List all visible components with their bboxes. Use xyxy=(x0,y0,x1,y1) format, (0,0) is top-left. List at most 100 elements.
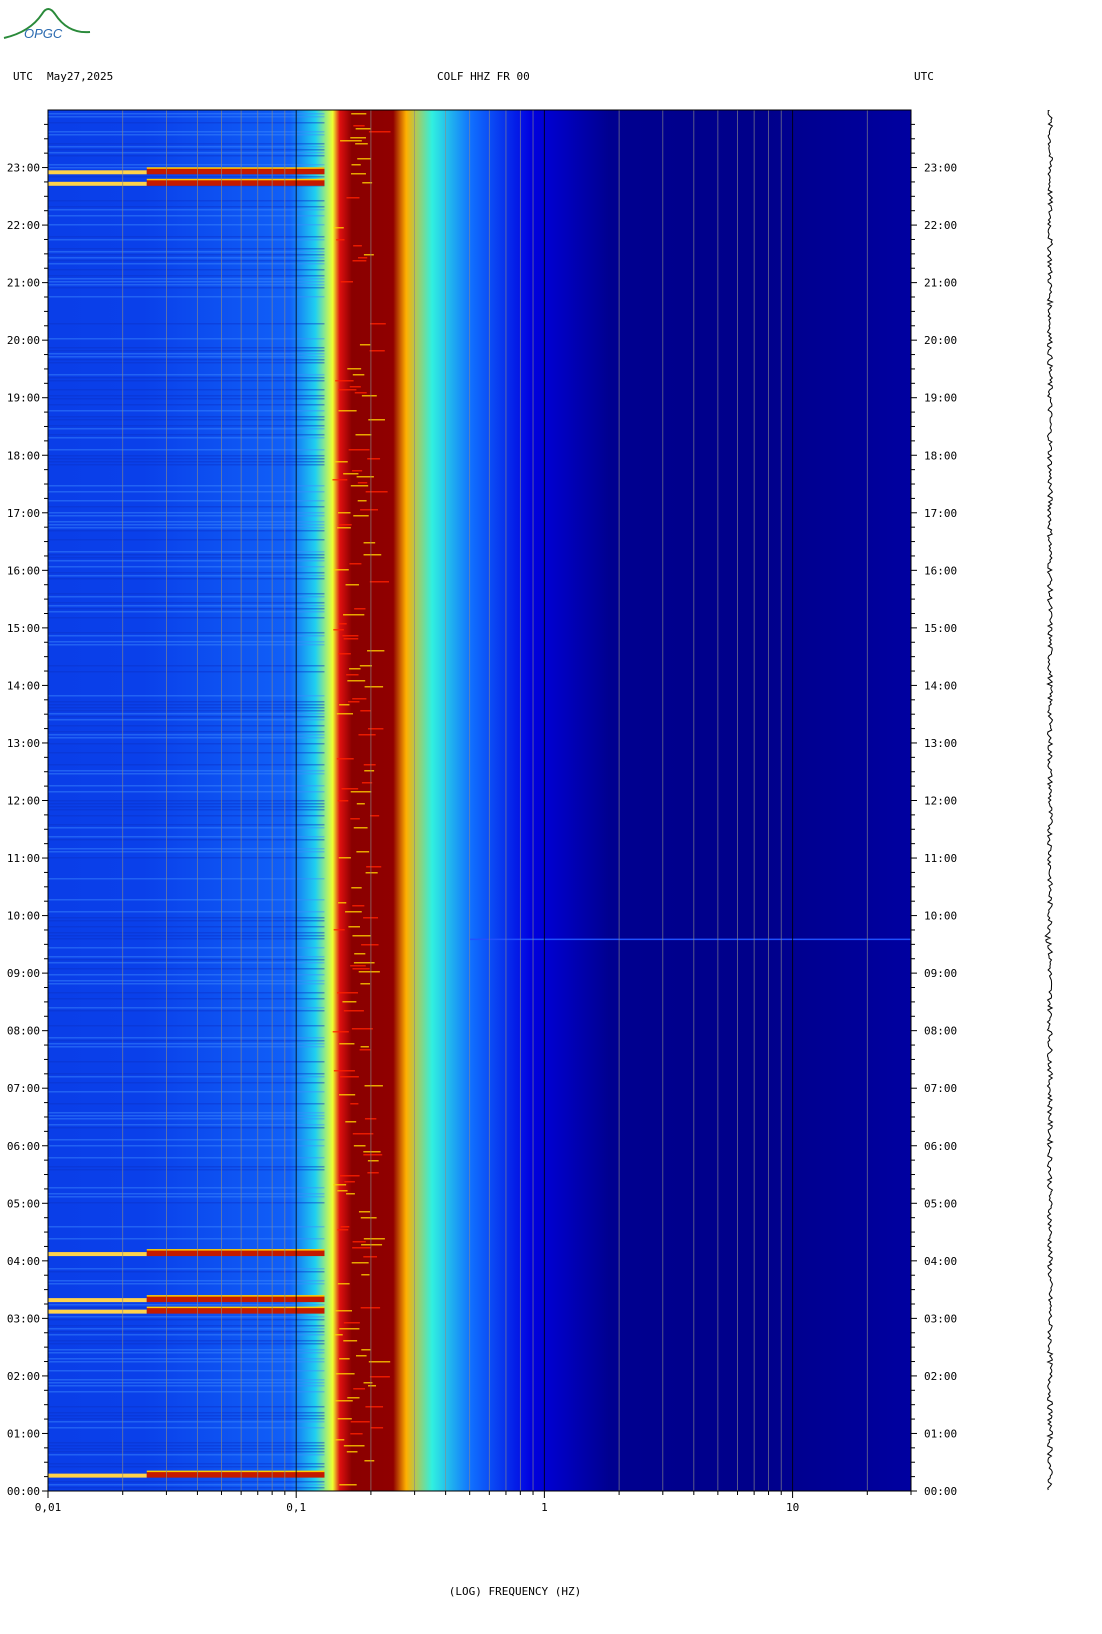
energy-stripe xyxy=(343,1340,358,1342)
texture-stripe xyxy=(48,398,325,400)
energy-stripe xyxy=(335,1400,353,1402)
energy-stripe xyxy=(366,866,382,868)
texture-stripe xyxy=(48,458,325,460)
energy-stripe xyxy=(339,1175,360,1177)
texture-stripe xyxy=(48,146,325,148)
texture-stripe xyxy=(48,635,325,637)
energy-stripe xyxy=(345,911,362,913)
texture-stripe xyxy=(48,131,325,133)
texture-stripe xyxy=(48,917,325,919)
texture-stripe xyxy=(48,284,325,286)
texture-stripe xyxy=(48,800,325,802)
texture-stripe xyxy=(48,350,325,352)
energy-stripe xyxy=(363,1382,373,1384)
texture-stripe xyxy=(48,1061,325,1063)
texture-stripe xyxy=(48,770,325,772)
energy-stripe xyxy=(367,458,381,460)
texture-stripe xyxy=(48,983,325,985)
texture-stripe xyxy=(48,134,325,136)
event-band xyxy=(48,181,147,186)
texture-stripe xyxy=(48,143,325,145)
texture-stripe xyxy=(48,695,325,697)
energy-stripe xyxy=(349,563,362,565)
texture-stripe xyxy=(48,716,325,718)
energy-stripe xyxy=(334,1334,343,1336)
texture-stripe xyxy=(48,485,325,487)
energy-stripe xyxy=(358,734,376,736)
event-band-edge xyxy=(146,1306,325,1309)
energy-stripe xyxy=(359,665,372,667)
texture-stripe xyxy=(48,1118,325,1120)
y-tick-label: 17:00 xyxy=(924,507,957,520)
texture-stripe xyxy=(48,464,325,466)
texture-stripe xyxy=(48,809,325,811)
energy-stripe xyxy=(338,653,351,655)
texture-stripe xyxy=(48,236,325,238)
energy-stripe xyxy=(354,392,367,394)
energy-stripe xyxy=(369,1376,390,1378)
texture-stripe xyxy=(48,1352,325,1354)
energy-stripe xyxy=(348,449,370,451)
texture-stripe xyxy=(48,1082,325,1084)
energy-stripe xyxy=(362,182,373,184)
energy-stripe xyxy=(340,1076,359,1078)
energy-stripe xyxy=(339,1328,360,1330)
texture-stripe xyxy=(48,992,325,994)
texture-stripe xyxy=(48,572,325,574)
texture-stripe xyxy=(48,839,325,841)
y-tick-label: 02:00 xyxy=(924,1370,957,1383)
energy-stripe xyxy=(361,1349,371,1351)
energy-stripe xyxy=(342,1001,357,1003)
texture-stripe xyxy=(48,323,325,325)
energy-stripe xyxy=(353,125,365,127)
energy-stripe xyxy=(339,704,350,706)
energy-stripe xyxy=(339,1484,357,1486)
y-tick-label: 05:00 xyxy=(924,1197,957,1210)
y-tick-label: 16:00 xyxy=(924,564,957,577)
event-band-edge xyxy=(146,167,325,169)
energy-stripe xyxy=(370,1427,384,1429)
energy-stripe xyxy=(345,584,359,586)
texture-stripe xyxy=(48,362,325,364)
texture-stripe xyxy=(48,425,325,427)
energy-stripe xyxy=(356,803,365,805)
texture-stripe xyxy=(48,527,325,529)
y-tick-label: 07:00 xyxy=(924,1082,957,1095)
event-band-edge xyxy=(146,1295,325,1297)
texture-stripe xyxy=(48,251,325,253)
texture-stripe xyxy=(48,737,325,739)
left-timezone: UTC xyxy=(13,70,33,83)
energy-stripe xyxy=(347,368,362,370)
energy-stripe xyxy=(332,479,348,481)
date-label: May27,2025 xyxy=(47,70,114,83)
energy-stripe xyxy=(351,113,367,115)
energy-stripe xyxy=(364,770,375,772)
texture-stripe xyxy=(48,707,325,709)
texture-stripe xyxy=(48,275,325,277)
texture-stripe xyxy=(48,1226,325,1228)
y-tick-label: 07:00 xyxy=(7,1082,40,1095)
texture-stripe xyxy=(48,1487,325,1489)
texture-stripe xyxy=(48,1010,325,1012)
x-tick-label: 10 xyxy=(786,1501,799,1514)
texture-stripe xyxy=(48,959,325,961)
energy-stripe xyxy=(352,374,365,376)
texture-stripe xyxy=(48,269,325,271)
texture-stripe xyxy=(48,254,325,256)
texture-stripe xyxy=(48,935,325,937)
energy-stripe xyxy=(350,137,366,139)
texture-stripe xyxy=(48,1415,325,1417)
energy-stripe xyxy=(341,788,359,790)
energy-stripe xyxy=(351,1262,369,1264)
texture-stripe xyxy=(48,1331,325,1333)
energy-stripe xyxy=(336,758,354,760)
y-tick-label: 14:00 xyxy=(7,679,40,692)
y-tick-label: 10:00 xyxy=(7,910,40,923)
texture-stripe xyxy=(48,1466,325,1468)
y-tick-label: 10:00 xyxy=(924,910,957,923)
texture-stripe xyxy=(48,1157,325,1159)
energy-stripe xyxy=(346,1193,355,1195)
texture-stripe xyxy=(48,278,325,280)
texture-stripe xyxy=(48,734,325,736)
energy-stripe xyxy=(357,482,368,484)
